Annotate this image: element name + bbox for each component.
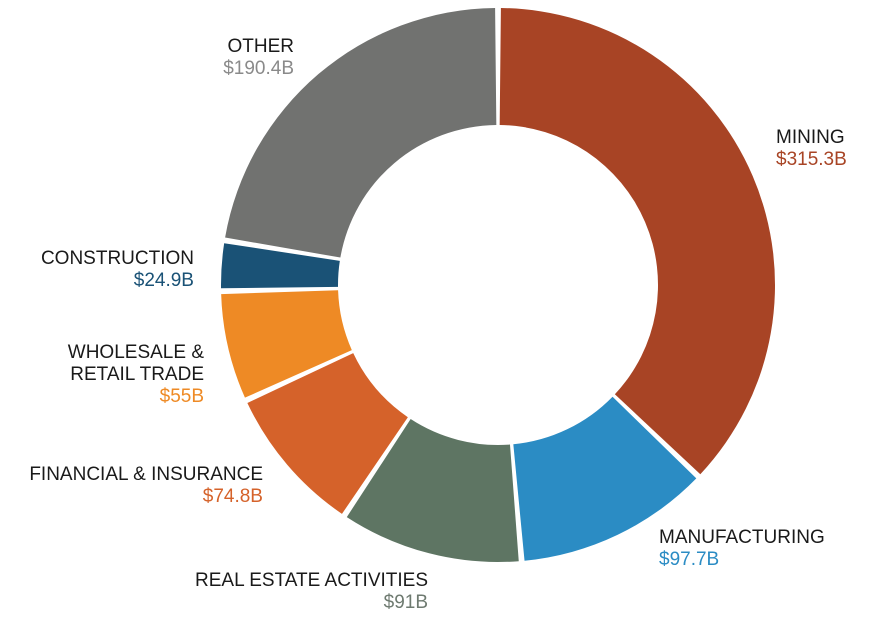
donut-labels: MINING $315.3B MANUFACTURING $97.7B REAL EST… xyxy=(29,36,846,613)
slice-financial[interactable] xyxy=(247,353,408,514)
label-value-mining: $315.3B xyxy=(776,149,847,170)
slice-mining[interactable] xyxy=(499,8,775,475)
slice-wholesale[interactable] xyxy=(221,290,352,398)
label-financial: FINANCIAL & INSURANCE $74.8B xyxy=(29,464,263,507)
label-construction: CONSTRUCTION $24.9B xyxy=(41,248,194,291)
label-name-financial: FINANCIAL & INSURANCE xyxy=(29,464,263,485)
label-value-financial: $74.8B xyxy=(203,486,263,507)
label-other: OTHER $190.4B xyxy=(223,36,294,79)
label-name-manufacturing: MANUFACTURING xyxy=(659,527,825,548)
slice-construction[interactable] xyxy=(221,243,340,289)
label-value-other: $190.4B xyxy=(223,58,294,79)
label-wholesale: WHOLESALE & RETAIL TRADE $55B xyxy=(68,342,205,407)
label-name-construction: CONSTRUCTION xyxy=(41,248,194,269)
label-value-real-estate: $91B xyxy=(384,592,428,613)
slice-manufacturing[interactable] xyxy=(513,396,697,561)
label-mining: MINING $315.3B xyxy=(776,127,847,170)
label-value-manufacturing: $97.7B xyxy=(659,549,719,570)
label-name-real-estate: REAL ESTATE ACTIVITIES xyxy=(195,570,428,591)
label-name-wholesale: RETAIL TRADE xyxy=(70,364,204,385)
label-real-estate: REAL ESTATE ACTIVITIES $91B xyxy=(195,570,428,613)
label-name-other: OTHER xyxy=(228,36,295,57)
slice-real-estate[interactable] xyxy=(346,419,519,562)
label-name-mining: MINING xyxy=(776,127,845,148)
label-manufacturing: MANUFACTURING $97.7B xyxy=(659,527,825,570)
slice-other[interactable] xyxy=(225,8,497,258)
label-value-wholesale: $55B xyxy=(160,386,204,407)
label-value-construction: $24.9B xyxy=(134,270,194,291)
donut-slices xyxy=(221,8,775,562)
label-name-wholesale: WHOLESALE & xyxy=(68,342,205,363)
